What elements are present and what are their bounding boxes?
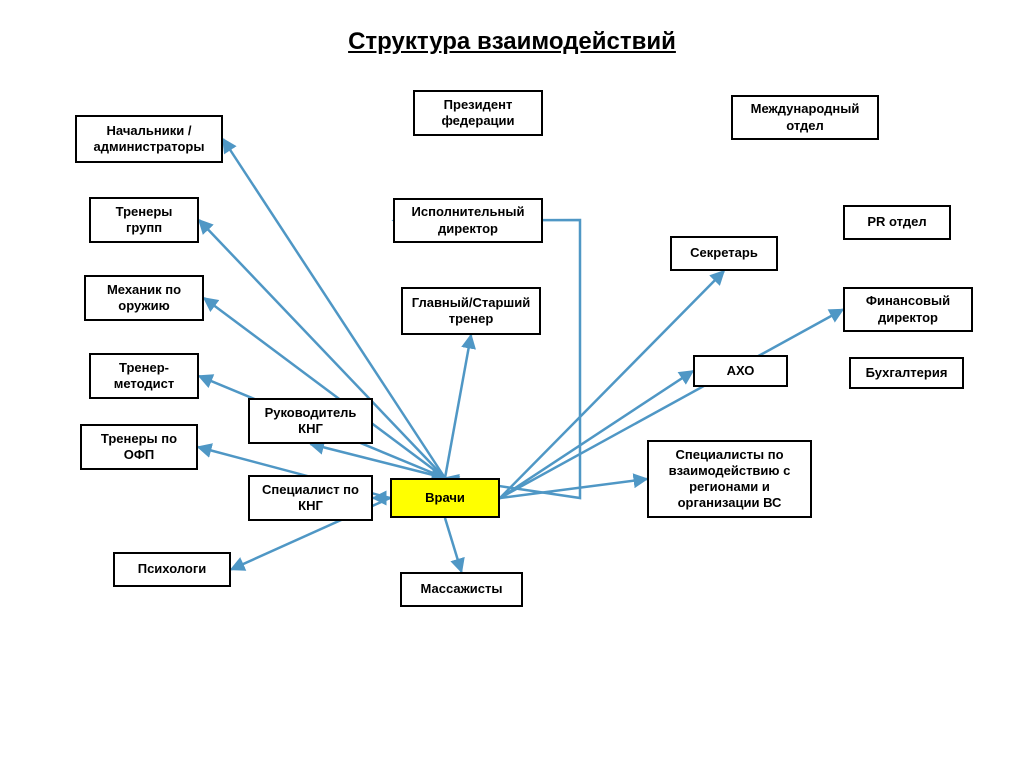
edge-doctors-massage xyxy=(445,518,462,572)
edge-doctors-kng_head xyxy=(311,444,446,478)
node-kng_spec: Специалист по КНГ xyxy=(248,475,373,521)
node-ofp: Тренеры по ОФП xyxy=(80,424,198,470)
node-psych: Психологи xyxy=(113,552,231,587)
node-trainers: Тренеры групп xyxy=(89,197,199,243)
node-regions: Специалисты по взаимодействию с регионам… xyxy=(647,440,812,518)
node-pr: PR отдел xyxy=(843,205,951,240)
edge-doctors-regions xyxy=(500,479,647,498)
node-mechanic: Механик по оружию xyxy=(84,275,204,321)
node-secretary: Секретарь xyxy=(670,236,778,271)
node-accounting: Бухгалтерия xyxy=(849,357,964,389)
edge-doctors-execdir xyxy=(393,220,580,498)
edge-doctors-headcoach xyxy=(445,335,471,478)
node-execdir: Исполнительный директор xyxy=(393,198,543,243)
node-doctors: Врачи xyxy=(390,478,500,518)
node-kng_head: Руководитель КНГ xyxy=(248,398,373,444)
node-findir: Финансовый директор xyxy=(843,287,973,332)
node-massage: Массажисты xyxy=(400,572,523,607)
diagram-title: Структура взаимодействий xyxy=(0,28,1024,56)
node-methodist: Тренер-методист xyxy=(89,353,199,399)
node-president: Президент федерации xyxy=(413,90,543,136)
node-admins: Начальники / администраторы xyxy=(75,115,223,163)
node-headcoach: Главный/Старший тренер xyxy=(401,287,541,335)
node-aho: АХО xyxy=(693,355,788,387)
node-intl: Международный отдел xyxy=(731,95,879,140)
